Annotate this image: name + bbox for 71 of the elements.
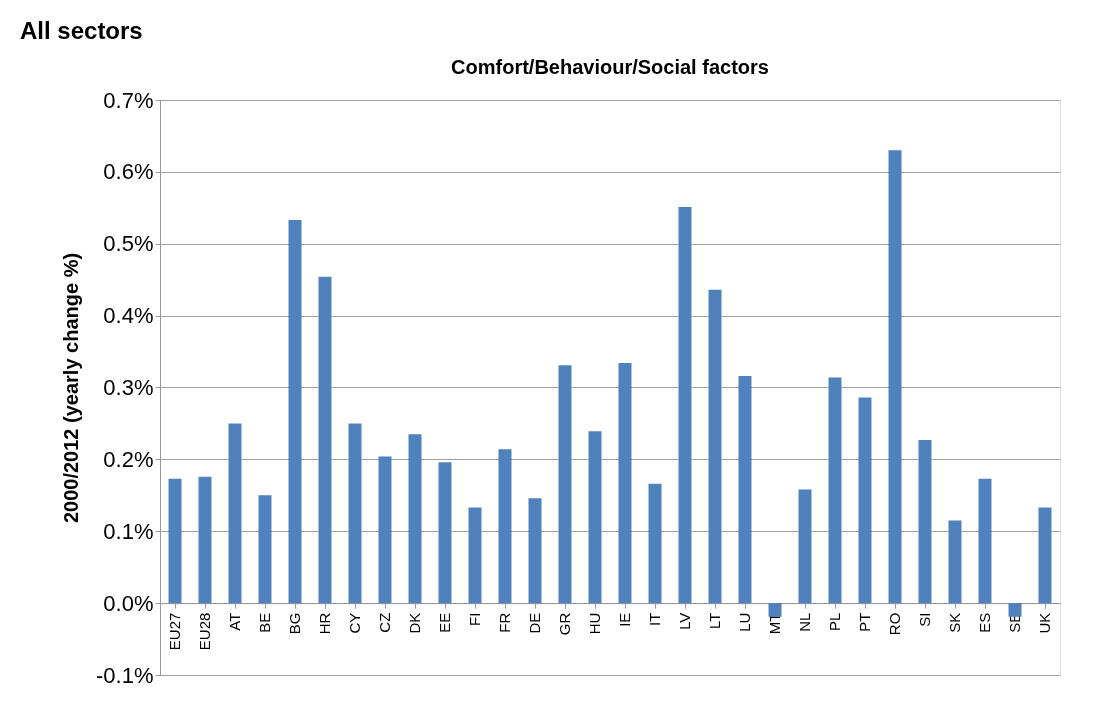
x-tick-label: FR: [496, 612, 513, 633]
bar: [648, 483, 662, 604]
bar: [618, 363, 632, 604]
bar: [978, 478, 992, 604]
bar: [168, 478, 182, 604]
x-tick-label: LT: [706, 612, 723, 630]
x-tick-label: BE: [256, 612, 273, 633]
x-tick-label: BG: [286, 612, 303, 635]
bar: [438, 462, 452, 604]
bar: [768, 603, 782, 617]
bar: [228, 423, 242, 604]
x-tick-label: ES: [976, 612, 993, 633]
x-tick-label: EU27: [166, 612, 183, 651]
x-tick-label: HR: [316, 612, 333, 635]
bar: [1038, 507, 1052, 604]
bar: [318, 276, 332, 604]
bar: [828, 377, 842, 604]
bar: [948, 520, 962, 604]
x-tick-label: CY: [346, 612, 363, 634]
x-tick-label: HU: [586, 612, 603, 635]
x-tick-label: CZ: [376, 612, 393, 633]
bar: [588, 431, 602, 604]
x-tick-label: SI: [916, 612, 933, 627]
x-tick-label: IE: [616, 612, 633, 627]
y-tick-label: 0.6%: [103, 159, 154, 185]
x-tick-label: EU28: [196, 612, 213, 651]
bar: [798, 489, 812, 604]
y-tick-label: 0.3%: [103, 375, 154, 400]
y-axis-title: 2000/2012 (yearly change %): [60, 252, 83, 524]
y-tick-label: 0.7%: [103, 87, 154, 113]
bar: [408, 434, 422, 604]
bar: [258, 495, 272, 604]
x-tick-label: EE: [436, 612, 453, 633]
bar: [198, 476, 212, 604]
x-tick-label: PT: [856, 612, 873, 632]
x-tick-label: MT: [766, 612, 783, 635]
bar: [288, 220, 302, 604]
bar: [378, 456, 392, 604]
x-tick-label: AT: [226, 612, 243, 631]
y-tick-label: 0.2%: [103, 446, 154, 472]
chart-subtitle: Comfort/Behaviour/Social factors: [451, 56, 769, 78]
y-tick-label: 0.5%: [103, 231, 154, 257]
bar: [558, 365, 572, 604]
x-tick-label: DE: [526, 612, 543, 634]
x-tick-label: DK: [406, 612, 423, 634]
x-tick-label: SK: [946, 612, 963, 633]
x-tick-label: GR: [556, 612, 573, 636]
y-tick-label: 0.4%: [103, 303, 154, 329]
bar: [858, 397, 872, 604]
x-tick-label: FI: [466, 612, 483, 626]
x-tick-label: IT: [646, 612, 663, 626]
x-tick-label: LV: [676, 612, 693, 630]
bar: [888, 150, 902, 604]
bar: [468, 507, 482, 604]
bar: [738, 376, 752, 604]
y-tick-label: -0.1%: [96, 662, 154, 688]
bar: [708, 289, 722, 604]
bar: [1008, 603, 1022, 617]
x-tick-label: UK: [1036, 612, 1053, 634]
x-tick-label: LU: [736, 612, 753, 632]
x-tick-label: PL: [826, 612, 843, 631]
chart-title: All sectors: [20, 17, 143, 44]
x-tick-label: RO: [886, 612, 903, 636]
x-tick-label: NL: [796, 612, 813, 632]
bar: [348, 423, 362, 604]
bar: [528, 498, 542, 604]
y-tick-label: 0.0%: [103, 590, 154, 616]
bar: [918, 439, 932, 604]
y-tick-label: 0.1%: [103, 518, 154, 544]
bar: [678, 207, 692, 604]
bar: [498, 449, 512, 604]
